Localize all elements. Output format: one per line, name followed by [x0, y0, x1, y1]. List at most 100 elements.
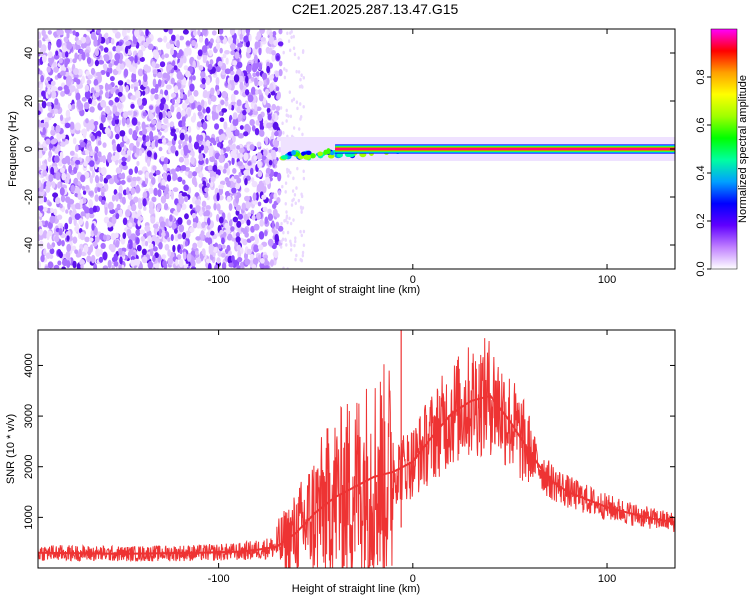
noise-blob: [56, 29, 61, 36]
noise-blob: [228, 218, 233, 227]
noise-blob: [122, 117, 126, 127]
noise-blob: [176, 39, 180, 49]
noise-blob: [274, 131, 279, 137]
noise-blob: [261, 72, 268, 80]
noise-blob: [226, 195, 232, 203]
noise-blob: [271, 130, 275, 138]
noise-blob: [106, 71, 110, 77]
noise-blob: [236, 61, 243, 69]
noise-blob: [67, 230, 71, 237]
noise-blob: [109, 75, 115, 82]
noise-blob: [201, 200, 207, 208]
noise-blob: [244, 103, 249, 109]
noise-blob: [170, 168, 176, 175]
noise-blob: [64, 51, 69, 58]
noise-blob: [94, 92, 100, 98]
noise-blob: [132, 37, 138, 45]
noise-blob: [255, 192, 259, 201]
noise-blob: [292, 176, 295, 181]
noise-blob: [242, 85, 247, 92]
noise-blob: [257, 201, 262, 207]
noise-blob: [38, 159, 42, 168]
noise-blob: [252, 200, 258, 205]
noise-blob: [237, 42, 243, 48]
noise-blob: [141, 90, 146, 96]
noise-blob: [98, 60, 105, 65]
noise-blob: [93, 121, 99, 126]
noise-blob: [62, 45, 66, 53]
noise-blob: [120, 264, 125, 269]
noise-blob: [176, 71, 183, 80]
noise-blob: [258, 231, 265, 240]
noise-blob: [154, 139, 159, 148]
noise-blob: [169, 214, 173, 222]
noise-blob: [101, 199, 106, 205]
noise-blob: [215, 213, 220, 222]
noise-blob: [58, 58, 63, 64]
noise-blob: [149, 201, 154, 209]
noise-blob: [265, 46, 271, 54]
noise-blob: [38, 110, 41, 116]
noise-blob: [194, 250, 199, 256]
noise-blob: [73, 67, 79, 75]
noise-blob: [93, 226, 98, 236]
noise-blob: [204, 187, 209, 193]
noise-blob: [254, 128, 260, 136]
noise-blob: [267, 238, 274, 247]
noise-blob: [277, 190, 282, 196]
noise-blob: [47, 112, 53, 118]
noise-blob: [156, 121, 162, 130]
noise-blob: [245, 29, 251, 35]
noise-blob: [161, 124, 168, 130]
noise-blob: [90, 254, 96, 264]
noise-blob: [299, 77, 302, 82]
noise-blob: [66, 41, 73, 50]
noise-blob: [253, 244, 259, 253]
noise-blob: [252, 192, 257, 201]
noise-blob: [203, 145, 209, 154]
noise-blob: [79, 259, 86, 266]
noise-blob: [282, 230, 285, 235]
noise-blob: [173, 210, 178, 215]
noise-blob: [302, 104, 305, 109]
noise-blob: [112, 105, 118, 114]
noise-blob: [84, 149, 90, 156]
noise-blob: [81, 97, 87, 102]
noise-blob: [261, 194, 267, 200]
noise-blob: [100, 102, 107, 108]
spectrogram-y-tick-label: 0: [23, 146, 35, 152]
noise-blob: [162, 163, 168, 171]
noise-blob: [83, 101, 90, 110]
noise-blob: [124, 35, 128, 41]
noise-blob: [224, 222, 229, 229]
noise-blob: [42, 206, 48, 212]
snr-y-ticks: 1000 2000 3000 4000: [23, 353, 675, 530]
noise-blob: [106, 221, 113, 228]
noise-blob: [38, 205, 44, 211]
noise-blob: [65, 209, 69, 214]
noise-blob: [230, 93, 236, 103]
noise-blob: [299, 115, 303, 119]
noise-blob: [212, 164, 218, 172]
noise-blob: [284, 201, 287, 206]
noise-blob: [248, 34, 252, 42]
noise-blob: [276, 91, 281, 100]
noise-blob: [175, 167, 181, 172]
noise-blob: [277, 41, 284, 47]
noise-blob: [121, 156, 127, 162]
noise-blob: [131, 203, 137, 212]
noise-blob: [182, 232, 187, 240]
noise-blob: [198, 65, 204, 71]
noise-blob: [104, 91, 110, 99]
noise-blob: [257, 171, 263, 178]
noise-blob: [147, 235, 153, 244]
noise-blob: [128, 243, 133, 250]
noise-blob: [89, 160, 95, 167]
noise-blob: [277, 225, 284, 232]
noise-blob: [187, 125, 192, 134]
noise-blob: [192, 242, 198, 250]
noise-blob: [244, 89, 250, 96]
noise-blob: [45, 252, 51, 259]
noise-blob: [115, 126, 120, 134]
noise-blob: [117, 45, 123, 51]
